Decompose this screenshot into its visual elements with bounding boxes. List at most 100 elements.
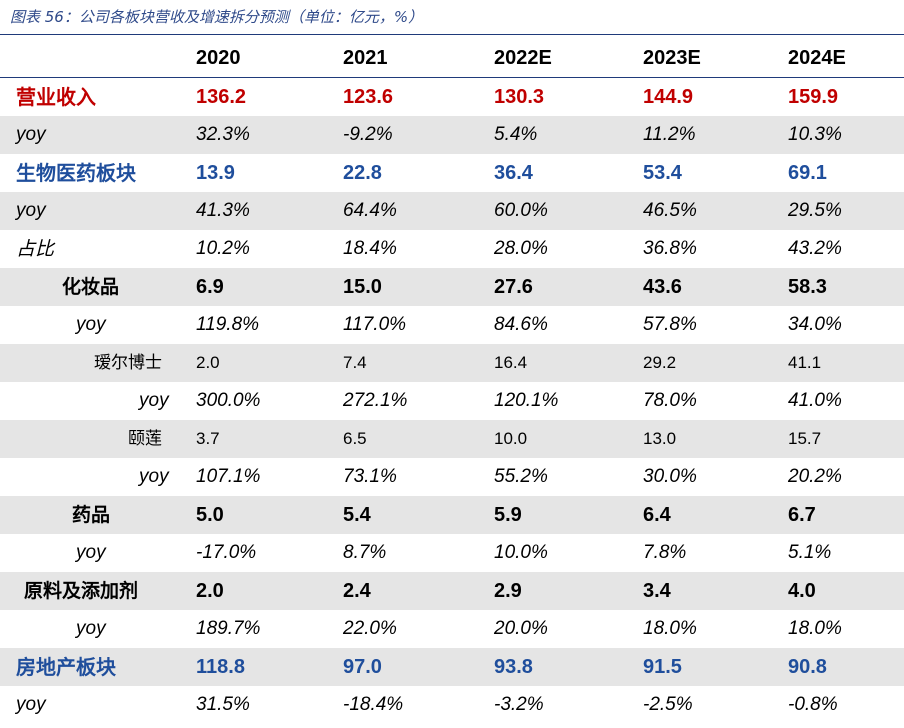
table-row: 营业收入 136.2 123.6 130.3 144.9 159.9 <box>0 78 904 116</box>
table-row: yoy 189.7% 22.0% 20.0% 18.0% 18.0% <box>0 610 904 648</box>
table-header-row: 2020 2021 2022E 2023E 2024E <box>0 40 904 76</box>
table-cell: 3.4 <box>643 580 671 602</box>
table-cell: 20.0% <box>494 618 548 639</box>
table-cell: 159.9 <box>788 86 839 108</box>
table-row: yoy 300.0% 272.1% 120.1% 78.0% 41.0% <box>0 382 904 420</box>
table-cell: 43.6 <box>643 276 682 298</box>
table-cell: 69.1 <box>788 162 827 184</box>
table-cell: 10.3% <box>788 124 842 145</box>
table-cell: 272.1% <box>343 390 408 411</box>
table-cell: 2.9 <box>494 580 522 602</box>
table-row: yoy 32.3% -9.2% 5.4% 11.2% 10.3% <box>0 116 904 154</box>
table-cell: 6.7 <box>788 504 816 526</box>
table-cell: 7.4 <box>343 353 367 372</box>
table-cell: 78.0% <box>643 390 697 411</box>
table-cell: 22.8 <box>343 162 382 184</box>
table-cell: 30.0% <box>643 466 697 487</box>
table-cell: 5.4 <box>343 504 371 526</box>
table-cell: -3.2% <box>494 694 544 715</box>
row-label: yoy <box>16 200 46 221</box>
table-cell: 15.0 <box>343 276 382 298</box>
table-cell: 10.0% <box>494 542 548 563</box>
header-cell-2021: 2021 <box>343 47 388 69</box>
table-cell: 107.1% <box>196 466 261 487</box>
header-cell-2020: 2020 <box>196 47 241 69</box>
table-cell: 18.4% <box>343 238 397 259</box>
row-label: 房地产板块 <box>16 655 116 679</box>
table-row: yoy 31.5% -18.4% -3.2% -2.5% -0.8% <box>0 686 904 724</box>
table-row: 生物医药板块 13.9 22.8 36.4 53.4 69.1 <box>0 154 904 192</box>
table-cell: 41.3% <box>196 200 250 221</box>
table-row: yoy 107.1% 73.1% 55.2% 30.0% 20.2% <box>0 458 904 496</box>
table-cell: 6.9 <box>196 276 224 298</box>
table-cell: 57.8% <box>643 314 697 335</box>
table-cell: 18.0% <box>643 618 697 639</box>
header-cell-2024e: 2024E <box>788 47 846 69</box>
table-cell: 93.8 <box>494 656 533 678</box>
table-cell: 29.5% <box>788 200 842 221</box>
table-cell: 73.1% <box>343 466 397 487</box>
table-cell: 22.0% <box>343 618 397 639</box>
table-cell: 41.1 <box>788 353 822 372</box>
table-cell: -2.5% <box>643 694 693 715</box>
table-row: 原料及添加剂 2.0 2.4 2.9 3.4 4.0 <box>0 572 904 610</box>
table-cell: 3.7 <box>196 429 220 448</box>
table-cell: 16.4 <box>494 353 528 372</box>
table-cell: 2.0 <box>196 353 220 372</box>
row-label: 化妆品 <box>62 276 120 298</box>
table-cell: 2.4 <box>343 580 371 602</box>
table-cell: -9.2% <box>343 124 393 145</box>
row-label: 原料及添加剂 <box>24 580 139 602</box>
table-cell: 119.8% <box>196 314 260 335</box>
table-cell: 7.8% <box>643 542 687 563</box>
table-cell: 15.7 <box>788 429 822 448</box>
table-cell: 43.2% <box>788 238 842 259</box>
table-cell: 11.2% <box>643 124 696 145</box>
header-divider <box>0 77 904 78</box>
row-label: yoy <box>139 390 169 411</box>
table-cell: 189.7% <box>196 618 261 639</box>
table-cell: 5.0 <box>196 504 224 526</box>
row-label: 颐莲 <box>128 429 162 449</box>
table-cell: 4.0 <box>788 580 816 602</box>
table-cell: 118.8 <box>196 656 245 678</box>
table-cell: -18.4% <box>343 694 404 715</box>
table-cell: 13.0 <box>643 429 677 448</box>
table-row: 化妆品 6.9 15.0 27.6 43.6 58.3 <box>0 268 904 306</box>
caption-divider <box>0 34 904 35</box>
table-cell: 5.4% <box>494 124 538 145</box>
table-cell: 20.2% <box>788 466 842 487</box>
table-cell: 18.0% <box>788 618 842 639</box>
table-row: 占比 10.2% 18.4% 28.0% 36.8% 43.2% <box>0 230 904 268</box>
table-cell: 36.4 <box>494 162 533 184</box>
table-cell: 34.0% <box>788 314 842 335</box>
table-cell: 117.0% <box>343 314 407 335</box>
row-label: yoy <box>76 314 106 335</box>
row-label: yoy <box>16 694 46 715</box>
table-cell: 97.0 <box>343 656 382 678</box>
table-cell: 29.2 <box>643 353 677 372</box>
table-cell: 8.7% <box>343 542 387 563</box>
table-row: yoy -17.0% 8.7% 10.0% 7.8% 5.1% <box>0 534 904 572</box>
table-cell: 136.2 <box>196 86 247 108</box>
row-label: yoy <box>139 466 169 487</box>
header-cell-2022e: 2022E <box>494 47 552 69</box>
table-cell: 123.6 <box>343 86 394 108</box>
table-cell: 60.0% <box>494 200 548 221</box>
table-cell: 144.9 <box>643 86 694 108</box>
table-row: yoy 119.8% 117.0% 84.6% 57.8% 34.0% <box>0 306 904 344</box>
table-cell: 5.1% <box>788 542 832 563</box>
row-label: yoy <box>16 124 46 145</box>
table-cell: 10.0 <box>494 429 528 448</box>
table-cell: 13.9 <box>196 162 235 184</box>
table-cell: 300.0% <box>196 390 261 411</box>
table-row: 房地产板块 118.8 97.0 93.8 91.5 90.8 <box>0 648 904 686</box>
row-label: 占比 <box>16 238 55 260</box>
table-caption: 图表 56：公司各板块营收及增速拆分预测（单位：亿元，%） <box>10 8 424 26</box>
table-row: 瑷尔博士 2.0 7.4 16.4 29.2 41.1 <box>0 344 904 382</box>
table-cell: 55.2% <box>494 466 548 487</box>
table-cell: 6.5 <box>343 429 367 448</box>
table-row: yoy 41.3% 64.4% 60.0% 46.5% 29.5% <box>0 192 904 230</box>
row-label: 生物医药板块 <box>16 161 136 185</box>
table-cell: 32.3% <box>196 124 250 145</box>
